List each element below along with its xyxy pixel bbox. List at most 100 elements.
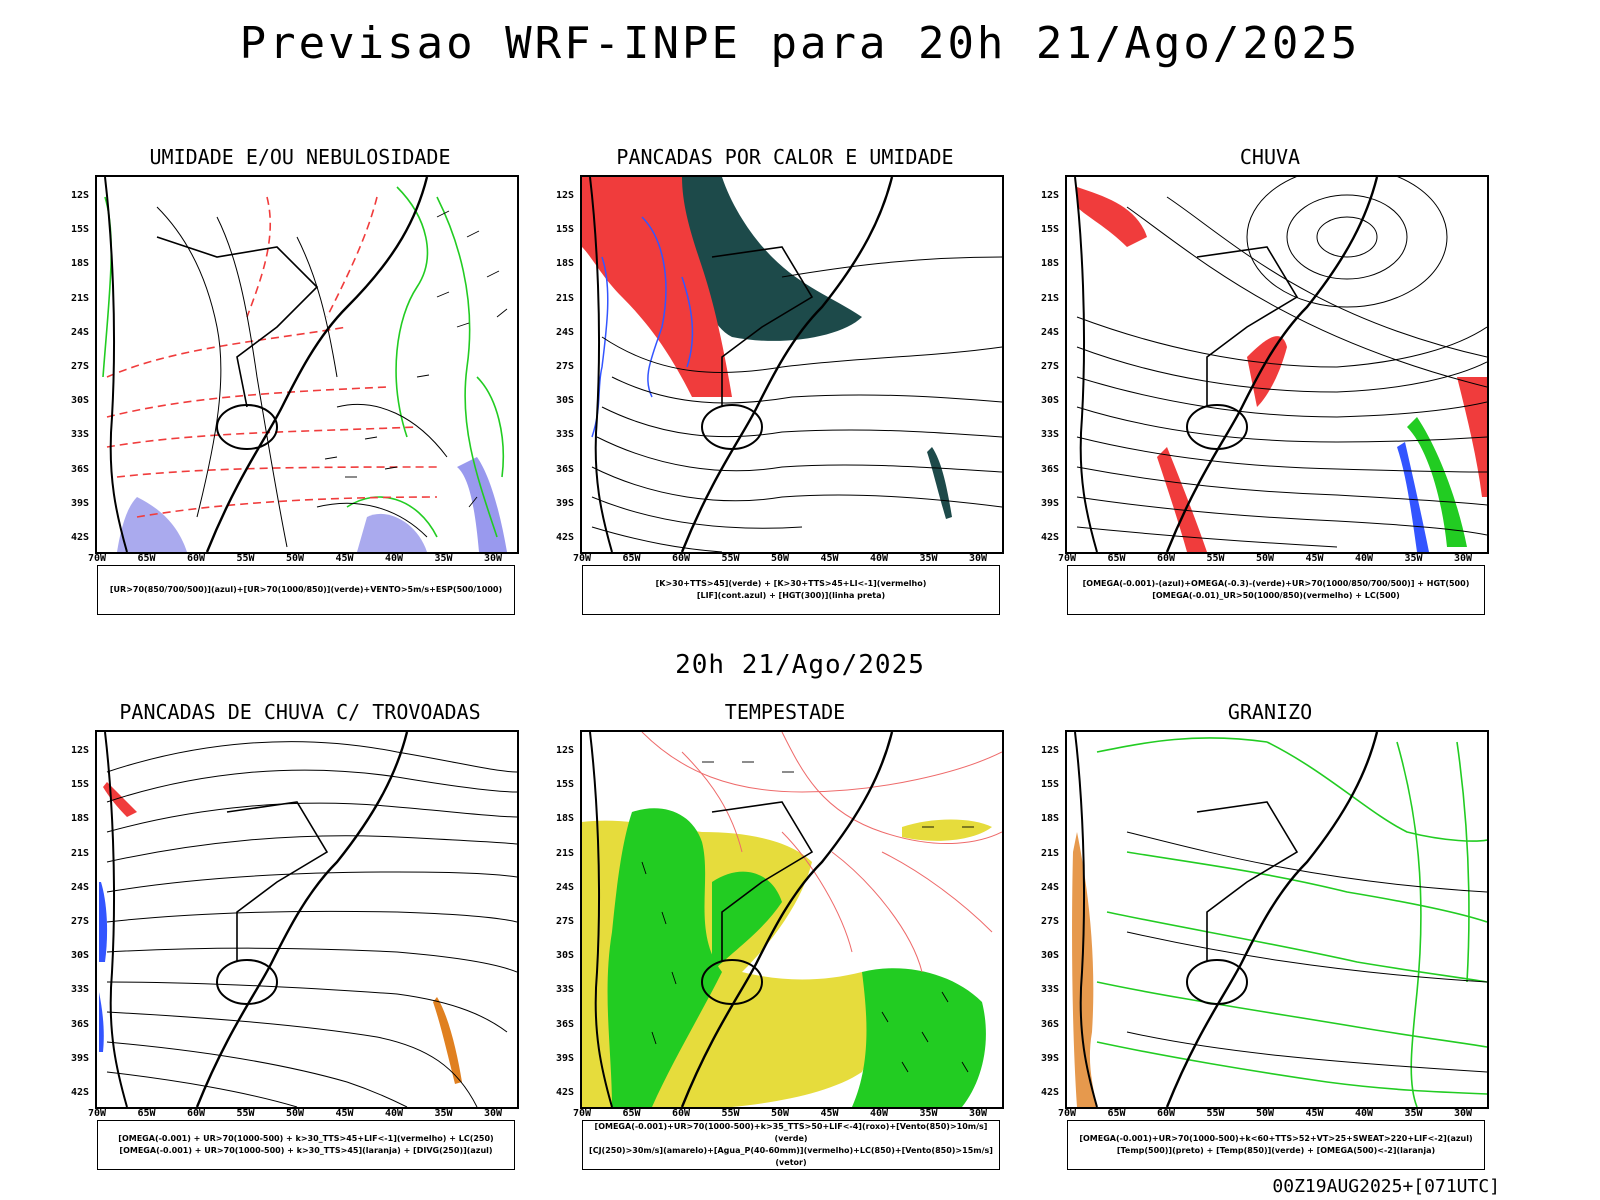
hgt-contour	[596, 436, 1002, 473]
lat-tick-label: 21S	[1040, 847, 1059, 859]
hgt-contour	[601, 336, 1002, 374]
legend-line: [OMEGA(-0.001)+UR>70(1000-500)+k>35_TTS>…	[594, 1122, 988, 1143]
isobar	[336, 403, 448, 458]
green-contour	[346, 496, 438, 538]
lon-tick-label: 70W	[87, 1108, 107, 1119]
lat-tick-label: 36S	[555, 1018, 574, 1030]
lat-tick-label: 39S	[70, 497, 89, 509]
border-uruguay	[701, 959, 763, 1005]
border	[711, 801, 814, 962]
lat-tick-label: 15S	[70, 779, 89, 791]
legend-line: [UR>70(850/700/500)](azul)+[UR>70(1000/8…	[109, 585, 503, 594]
lat-tick-label: 18S	[70, 258, 89, 270]
rain-area-red	[1077, 187, 1147, 247]
lat-tick-label: 18S	[70, 813, 89, 825]
lat-tick-label: 36S	[555, 463, 574, 475]
lif-contour	[641, 216, 667, 398]
lon-tick-label: 70W	[1057, 1108, 1077, 1119]
lat-tick-label: 42S	[70, 532, 89, 543]
rain-area-red	[1457, 377, 1487, 497]
legend-box: [OMEGA(-0.001) + UR>70(1000-500) + k>30_…	[97, 1120, 515, 1170]
coastline	[1165, 732, 1379, 1107]
lon-tick-label: 35W	[1404, 1108, 1423, 1119]
panel-storm: TEMPESTADE	[550, 700, 1020, 1200]
lon-tick-label: 55W	[236, 553, 255, 564]
hgt-contour	[781, 256, 1002, 278]
rain-area-blue	[1397, 442, 1429, 552]
isobar	[216, 216, 288, 548]
lat-tick-label: 21S	[555, 292, 574, 304]
wind850-area-green	[712, 871, 782, 972]
map-svg	[582, 732, 1002, 1107]
map-svg	[1072, 732, 1487, 1107]
lon-tick-label: 55W	[236, 1108, 255, 1119]
lon-tick-label: 50W	[770, 1108, 790, 1119]
lon-tick-label: 35W	[919, 1108, 938, 1119]
lat-tick-label: 12S	[555, 190, 574, 201]
lat-tick-label: 33S	[1040, 984, 1059, 996]
lat-tick-label: 18S	[555, 813, 574, 825]
lon-tick-label: 60W	[1156, 553, 1176, 564]
temp850-lines	[1096, 737, 1487, 1107]
lat-tick-label: 33S	[70, 429, 89, 441]
panel-title: PANCADAS DE CHUVA C/ TROVOADAS	[119, 700, 481, 724]
map-svg	[102, 177, 508, 552]
lon-tick-label: 70W	[572, 553, 592, 564]
lif-contour	[681, 276, 694, 368]
lon-tick-label: 65W	[622, 553, 641, 564]
coastline	[680, 732, 894, 1107]
lat-tick-label: 24S	[1040, 881, 1059, 893]
panel-title: GRANIZO	[1227, 700, 1313, 724]
hgt-contour	[591, 496, 803, 529]
omega-area-orange	[1072, 832, 1097, 1107]
map-svg	[582, 177, 1002, 552]
run-timestamp: 00Z19AUG2025+[071UTC]	[1272, 1176, 1500, 1197]
lat-tick-label: 39S	[555, 1052, 574, 1064]
map-heat-showers	[580, 175, 1004, 554]
lat-tick-label: 18S	[555, 258, 574, 270]
lon-tick-label: 45W	[335, 553, 354, 564]
lat-tick-label: 42S	[555, 532, 574, 543]
lon-tick-label: 55W	[1206, 1108, 1225, 1119]
lon-tick-label: 45W	[820, 1108, 839, 1119]
legend-box: [OMEGA(-0.001)+UR>70(1000-500)+k>35_TTS>…	[582, 1120, 1000, 1170]
border	[156, 236, 319, 408]
lat-tick-label: 24S	[70, 881, 89, 893]
lon-tick-label: 50W	[1255, 1108, 1275, 1119]
lat-tick-label: 36S	[1040, 463, 1059, 475]
thickness-line	[326, 196, 378, 318]
lat-tick-label: 30S	[555, 395, 574, 407]
thickness-line	[246, 196, 272, 318]
coastline-west	[589, 177, 613, 552]
border-uruguay	[1186, 404, 1248, 450]
lat-tick-label: 33S	[70, 984, 89, 996]
lon-tick-label: 40W	[869, 1108, 889, 1119]
lat-tick-label: 24S	[555, 326, 574, 338]
border	[226, 801, 329, 962]
lat-tick-label: 39S	[1040, 497, 1059, 509]
lon-tick-label: 30W	[968, 553, 988, 564]
coastline	[680, 177, 894, 552]
coastline-west	[1074, 732, 1098, 1107]
lat-tick-label: 27S	[555, 361, 574, 372]
lon-tick-label: 70W	[572, 1108, 592, 1119]
jet-area-yellow	[902, 819, 992, 841]
lon-tick-label: 70W	[1057, 553, 1077, 564]
green-contour	[436, 196, 498, 538]
lat-tick-label: 27S	[1040, 361, 1059, 372]
map-svg	[99, 732, 517, 1107]
map-storm	[580, 730, 1004, 1109]
green-contour	[476, 376, 505, 478]
lon-tick-label: 50W	[285, 1108, 305, 1119]
wind850-area-green	[607, 808, 722, 1107]
coastline-west	[104, 732, 128, 1107]
rain-area-red	[1247, 336, 1287, 407]
map-rain	[1065, 175, 1489, 554]
mid-title: 20h 21/Ago/2025	[675, 650, 925, 680]
legend-line: [Temp(500)](preto) + [Temp(850)](verde) …	[1116, 1146, 1436, 1155]
lon-tick-label: 35W	[1404, 553, 1423, 564]
legend-line: [OMEGA(-0.001) + UR>70(1000-500) + k>30_…	[119, 1146, 493, 1155]
lat-tick-label: 12S	[555, 745, 574, 756]
legend-line: [CJ(250)>30m/s](amarelo)+[Agua_P(40-60mm…	[589, 1146, 993, 1167]
cape-area-green	[681, 177, 862, 341]
